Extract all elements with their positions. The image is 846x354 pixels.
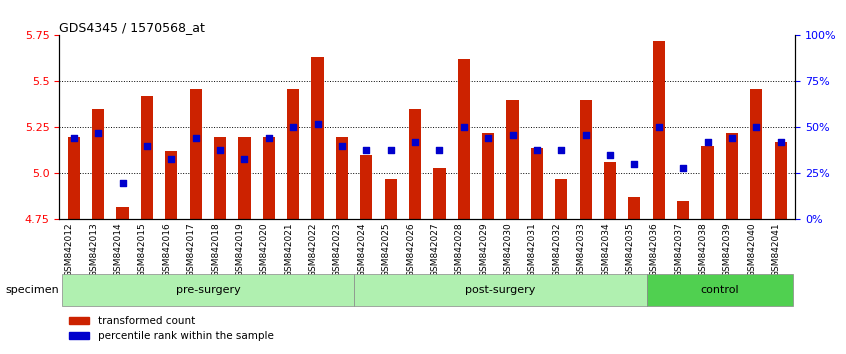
- Text: GDS4345 / 1570568_at: GDS4345 / 1570568_at: [59, 21, 205, 34]
- Bar: [311, 57, 324, 219]
- Point: [774, 139, 788, 145]
- Point: [506, 132, 519, 138]
- Point: [579, 132, 592, 138]
- Text: GSM842032: GSM842032: [552, 222, 561, 277]
- Bar: [165, 152, 178, 219]
- Point: [116, 180, 129, 185]
- Bar: [336, 137, 348, 219]
- Point: [360, 147, 373, 152]
- Bar: [287, 89, 299, 219]
- Bar: [117, 207, 129, 219]
- Bar: [652, 41, 665, 219]
- Point: [140, 143, 154, 149]
- Bar: [263, 137, 275, 219]
- Text: specimen: specimen: [5, 285, 59, 295]
- Text: GSM842027: GSM842027: [431, 222, 439, 277]
- Text: GSM842017: GSM842017: [187, 222, 195, 277]
- Text: GSM842018: GSM842018: [211, 222, 220, 277]
- Text: GSM842025: GSM842025: [382, 222, 391, 277]
- FancyBboxPatch shape: [646, 274, 793, 306]
- Point: [457, 125, 470, 130]
- Bar: [68, 137, 80, 219]
- Point: [409, 139, 422, 145]
- Point: [238, 156, 251, 161]
- Text: GSM842035: GSM842035: [625, 222, 634, 277]
- Text: GSM842028: GSM842028: [455, 222, 464, 277]
- Bar: [190, 89, 202, 219]
- Bar: [775, 142, 787, 219]
- Text: GSM842033: GSM842033: [577, 222, 585, 277]
- Bar: [677, 201, 689, 219]
- Bar: [580, 100, 591, 219]
- Point: [652, 125, 666, 130]
- Text: GSM842039: GSM842039: [722, 222, 732, 277]
- Point: [481, 136, 495, 141]
- Text: GSM842019: GSM842019: [235, 222, 244, 277]
- Point: [750, 125, 763, 130]
- Text: GSM842030: GSM842030: [503, 222, 513, 277]
- Point: [189, 136, 202, 141]
- Bar: [433, 168, 446, 219]
- Point: [262, 136, 276, 141]
- Point: [554, 147, 568, 152]
- Bar: [750, 89, 762, 219]
- Text: control: control: [700, 285, 739, 295]
- Text: GSM842036: GSM842036: [650, 222, 659, 277]
- Bar: [360, 155, 372, 219]
- Bar: [239, 137, 250, 219]
- Text: GSM842038: GSM842038: [699, 222, 707, 277]
- Bar: [629, 198, 640, 219]
- Text: GSM842013: GSM842013: [89, 222, 98, 277]
- Point: [287, 125, 300, 130]
- Point: [384, 147, 398, 152]
- Text: GSM842021: GSM842021: [284, 222, 294, 277]
- Text: GSM842023: GSM842023: [333, 222, 342, 277]
- Point: [603, 152, 617, 158]
- FancyBboxPatch shape: [62, 274, 354, 306]
- Text: GSM842031: GSM842031: [528, 222, 537, 277]
- Bar: [92, 109, 104, 219]
- Point: [432, 147, 446, 152]
- Text: post-surgery: post-surgery: [465, 285, 536, 295]
- Bar: [555, 179, 568, 219]
- Text: GSM842026: GSM842026: [406, 222, 415, 277]
- Text: GSM842016: GSM842016: [162, 222, 172, 277]
- FancyBboxPatch shape: [354, 274, 646, 306]
- Text: GSM842041: GSM842041: [772, 222, 781, 277]
- Point: [213, 147, 227, 152]
- Text: GSM842022: GSM842022: [309, 222, 317, 276]
- Bar: [726, 133, 738, 219]
- Text: GSM842037: GSM842037: [674, 222, 683, 277]
- Point: [165, 156, 179, 161]
- Text: GSM842040: GSM842040: [747, 222, 756, 277]
- Text: pre-surgery: pre-surgery: [175, 285, 240, 295]
- Text: GSM842024: GSM842024: [357, 222, 366, 276]
- Bar: [214, 137, 226, 219]
- Legend: transformed count, percentile rank within the sample: transformed count, percentile rank withi…: [64, 312, 277, 345]
- Point: [700, 139, 714, 145]
- Point: [628, 161, 641, 167]
- Bar: [530, 148, 543, 219]
- Point: [335, 143, 349, 149]
- Text: GSM842012: GSM842012: [65, 222, 74, 277]
- Bar: [385, 179, 397, 219]
- Text: GSM842034: GSM842034: [601, 222, 610, 277]
- Point: [676, 165, 689, 171]
- Bar: [409, 109, 421, 219]
- Text: GSM842020: GSM842020: [260, 222, 269, 277]
- Bar: [141, 96, 153, 219]
- Bar: [458, 59, 470, 219]
- Text: GSM842015: GSM842015: [138, 222, 147, 277]
- Point: [725, 136, 739, 141]
- Point: [530, 147, 544, 152]
- Bar: [604, 162, 616, 219]
- Bar: [507, 100, 519, 219]
- Text: GSM842029: GSM842029: [479, 222, 488, 277]
- Text: GSM842014: GSM842014: [113, 222, 123, 277]
- Bar: [701, 146, 713, 219]
- Bar: [482, 133, 494, 219]
- Point: [67, 136, 80, 141]
- Point: [310, 121, 324, 127]
- Point: [91, 130, 105, 136]
